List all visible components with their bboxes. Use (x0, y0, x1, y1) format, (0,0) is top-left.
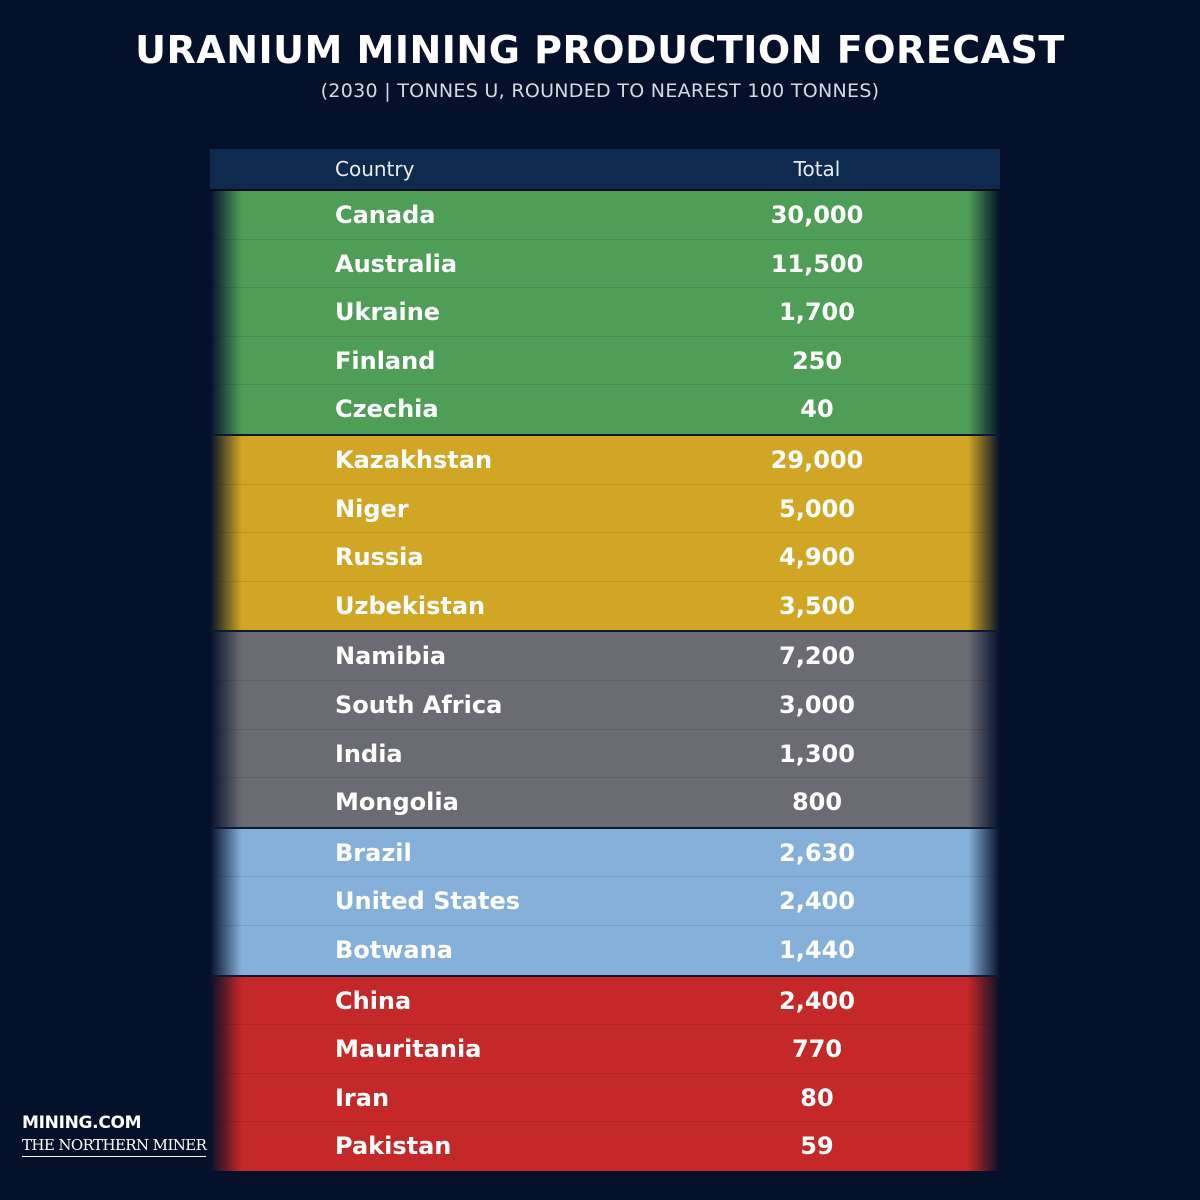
chart-title: URANIUM MINING PRODUCTION FORECAST (135, 28, 1065, 72)
country-group: Kazakhstan 29,000 Niger 5,000 Russia 4,900 Uzb… (210, 435, 1000, 631)
table-row: India 1,300 (210, 730, 1000, 779)
total-cell: 800 (791, 788, 843, 817)
total-cell: 11,500 (770, 249, 864, 278)
group-separator (210, 433, 1000, 436)
country-cell: Czechia (335, 395, 439, 424)
table-row: Mongolia 800 (210, 778, 1000, 827)
country-cell: Brazil (335, 838, 412, 867)
total-cell: 80 (800, 1083, 834, 1112)
group-separator (210, 826, 1000, 829)
country-cell: Finland (335, 346, 436, 375)
country-cell: Kazakhstan (335, 445, 493, 474)
country-cell: Niger (335, 494, 409, 523)
total-cell: 770 (791, 1035, 843, 1064)
country-cell: Namibia (335, 642, 447, 671)
publisher-logo: MINING.COM THE NORTHERN MINER (22, 1112, 207, 1157)
total-cell: 29,000 (770, 445, 864, 474)
group-separator (210, 630, 1000, 633)
total-cell: 3,500 (779, 591, 855, 620)
table-row: Finland 250 (210, 337, 1000, 386)
country-cell: United States (335, 887, 521, 916)
table-row: Ukraine 1,700 (210, 288, 1000, 337)
table-header: Country Total (210, 149, 1000, 191)
table-row: Iran 80 (210, 1074, 1000, 1123)
table-row: Brazil 2,630 (210, 829, 1000, 878)
country-cell: Australia (335, 249, 458, 278)
country-cell: Russia (335, 543, 424, 572)
total-cell: 59 (800, 1132, 834, 1161)
northern-miner-logo: THE NORTHERN MINER (22, 1134, 207, 1157)
country-group: Canada 30,000 Australia 11,500 Ukraine 1,700 F… (210, 191, 1000, 434)
country-cell: Ukraine (335, 298, 441, 327)
total-cell: 1,300 (779, 739, 855, 768)
forecast-table: Country Total Canada 30,000 Australia 11,50… (210, 149, 1000, 1171)
table-row: Russia 4,900 (210, 533, 1000, 582)
country-cell: Mauritania (335, 1035, 482, 1064)
total-cell: 2,400 (779, 887, 855, 916)
table-row: Botwana 1,440 (210, 926, 1000, 975)
table-row: Czechia 40 (210, 385, 1000, 434)
country-cell: China (335, 986, 412, 1015)
country-cell: India (335, 739, 403, 768)
table-row: Niger 5,000 (210, 485, 1000, 534)
country-cell: Canada (335, 201, 436, 229)
table-row: Kazakhstan 29,000 (210, 436, 1000, 485)
table-row: Australia 11,500 (210, 240, 1000, 289)
table-row: Canada 30,000 (210, 191, 1000, 240)
mining-com-logo: MINING.COM (22, 1113, 142, 1133)
table-row: Pakistan 59 (210, 1122, 1000, 1171)
table-row: Namibia 7,200 (210, 632, 1000, 681)
table-row: South Africa 3,000 (210, 681, 1000, 730)
total-cell: 3,000 (779, 690, 855, 719)
total-cell: 1,700 (779, 298, 855, 327)
country-cell: Pakistan (335, 1132, 452, 1161)
country-group: Namibia 7,200 South Africa 3,000 India 1,300 M… (210, 632, 1000, 827)
total-cell: 2,630 (779, 838, 855, 867)
total-cell: 4,900 (779, 543, 855, 572)
country-cell: Iran (335, 1083, 390, 1112)
column-header-total: Total (793, 157, 841, 181)
table-body: Canada 30,000 Australia 11,500 Ukraine 1,700 F… (210, 191, 1000, 1171)
country-cell: Uzbekistan (335, 591, 486, 620)
country-cell: Mongolia (335, 788, 459, 817)
total-cell: 250 (791, 346, 843, 375)
group-separator (210, 974, 1000, 977)
table-row: China 2,400 (210, 977, 1000, 1026)
table-row: Mauritania 770 (210, 1025, 1000, 1074)
chart-subtitle: (2030 | TONNES U, ROUNDED TO NEAREST 100… (320, 80, 880, 102)
table-row: United States 2,400 (210, 877, 1000, 926)
column-header-country: Country (335, 157, 415, 181)
country-group: China 2,400 Mauritania 770 Iran 80 Pakistan 59 (210, 976, 1000, 1171)
total-cell: 1,440 (779, 935, 855, 964)
total-cell: 40 (800, 395, 834, 424)
country-cell: Botwana (335, 935, 453, 964)
country-group: Brazil 2,630 United States 2,400 Botwana 1,44… (210, 828, 1000, 975)
total-cell: 30,000 (770, 201, 864, 229)
total-cell: 2,400 (779, 986, 855, 1015)
country-cell: South Africa (335, 690, 503, 719)
total-cell: 7,200 (779, 642, 855, 671)
total-cell: 5,000 (779, 494, 855, 523)
table-row: Uzbekistan 3,500 (210, 582, 1000, 631)
